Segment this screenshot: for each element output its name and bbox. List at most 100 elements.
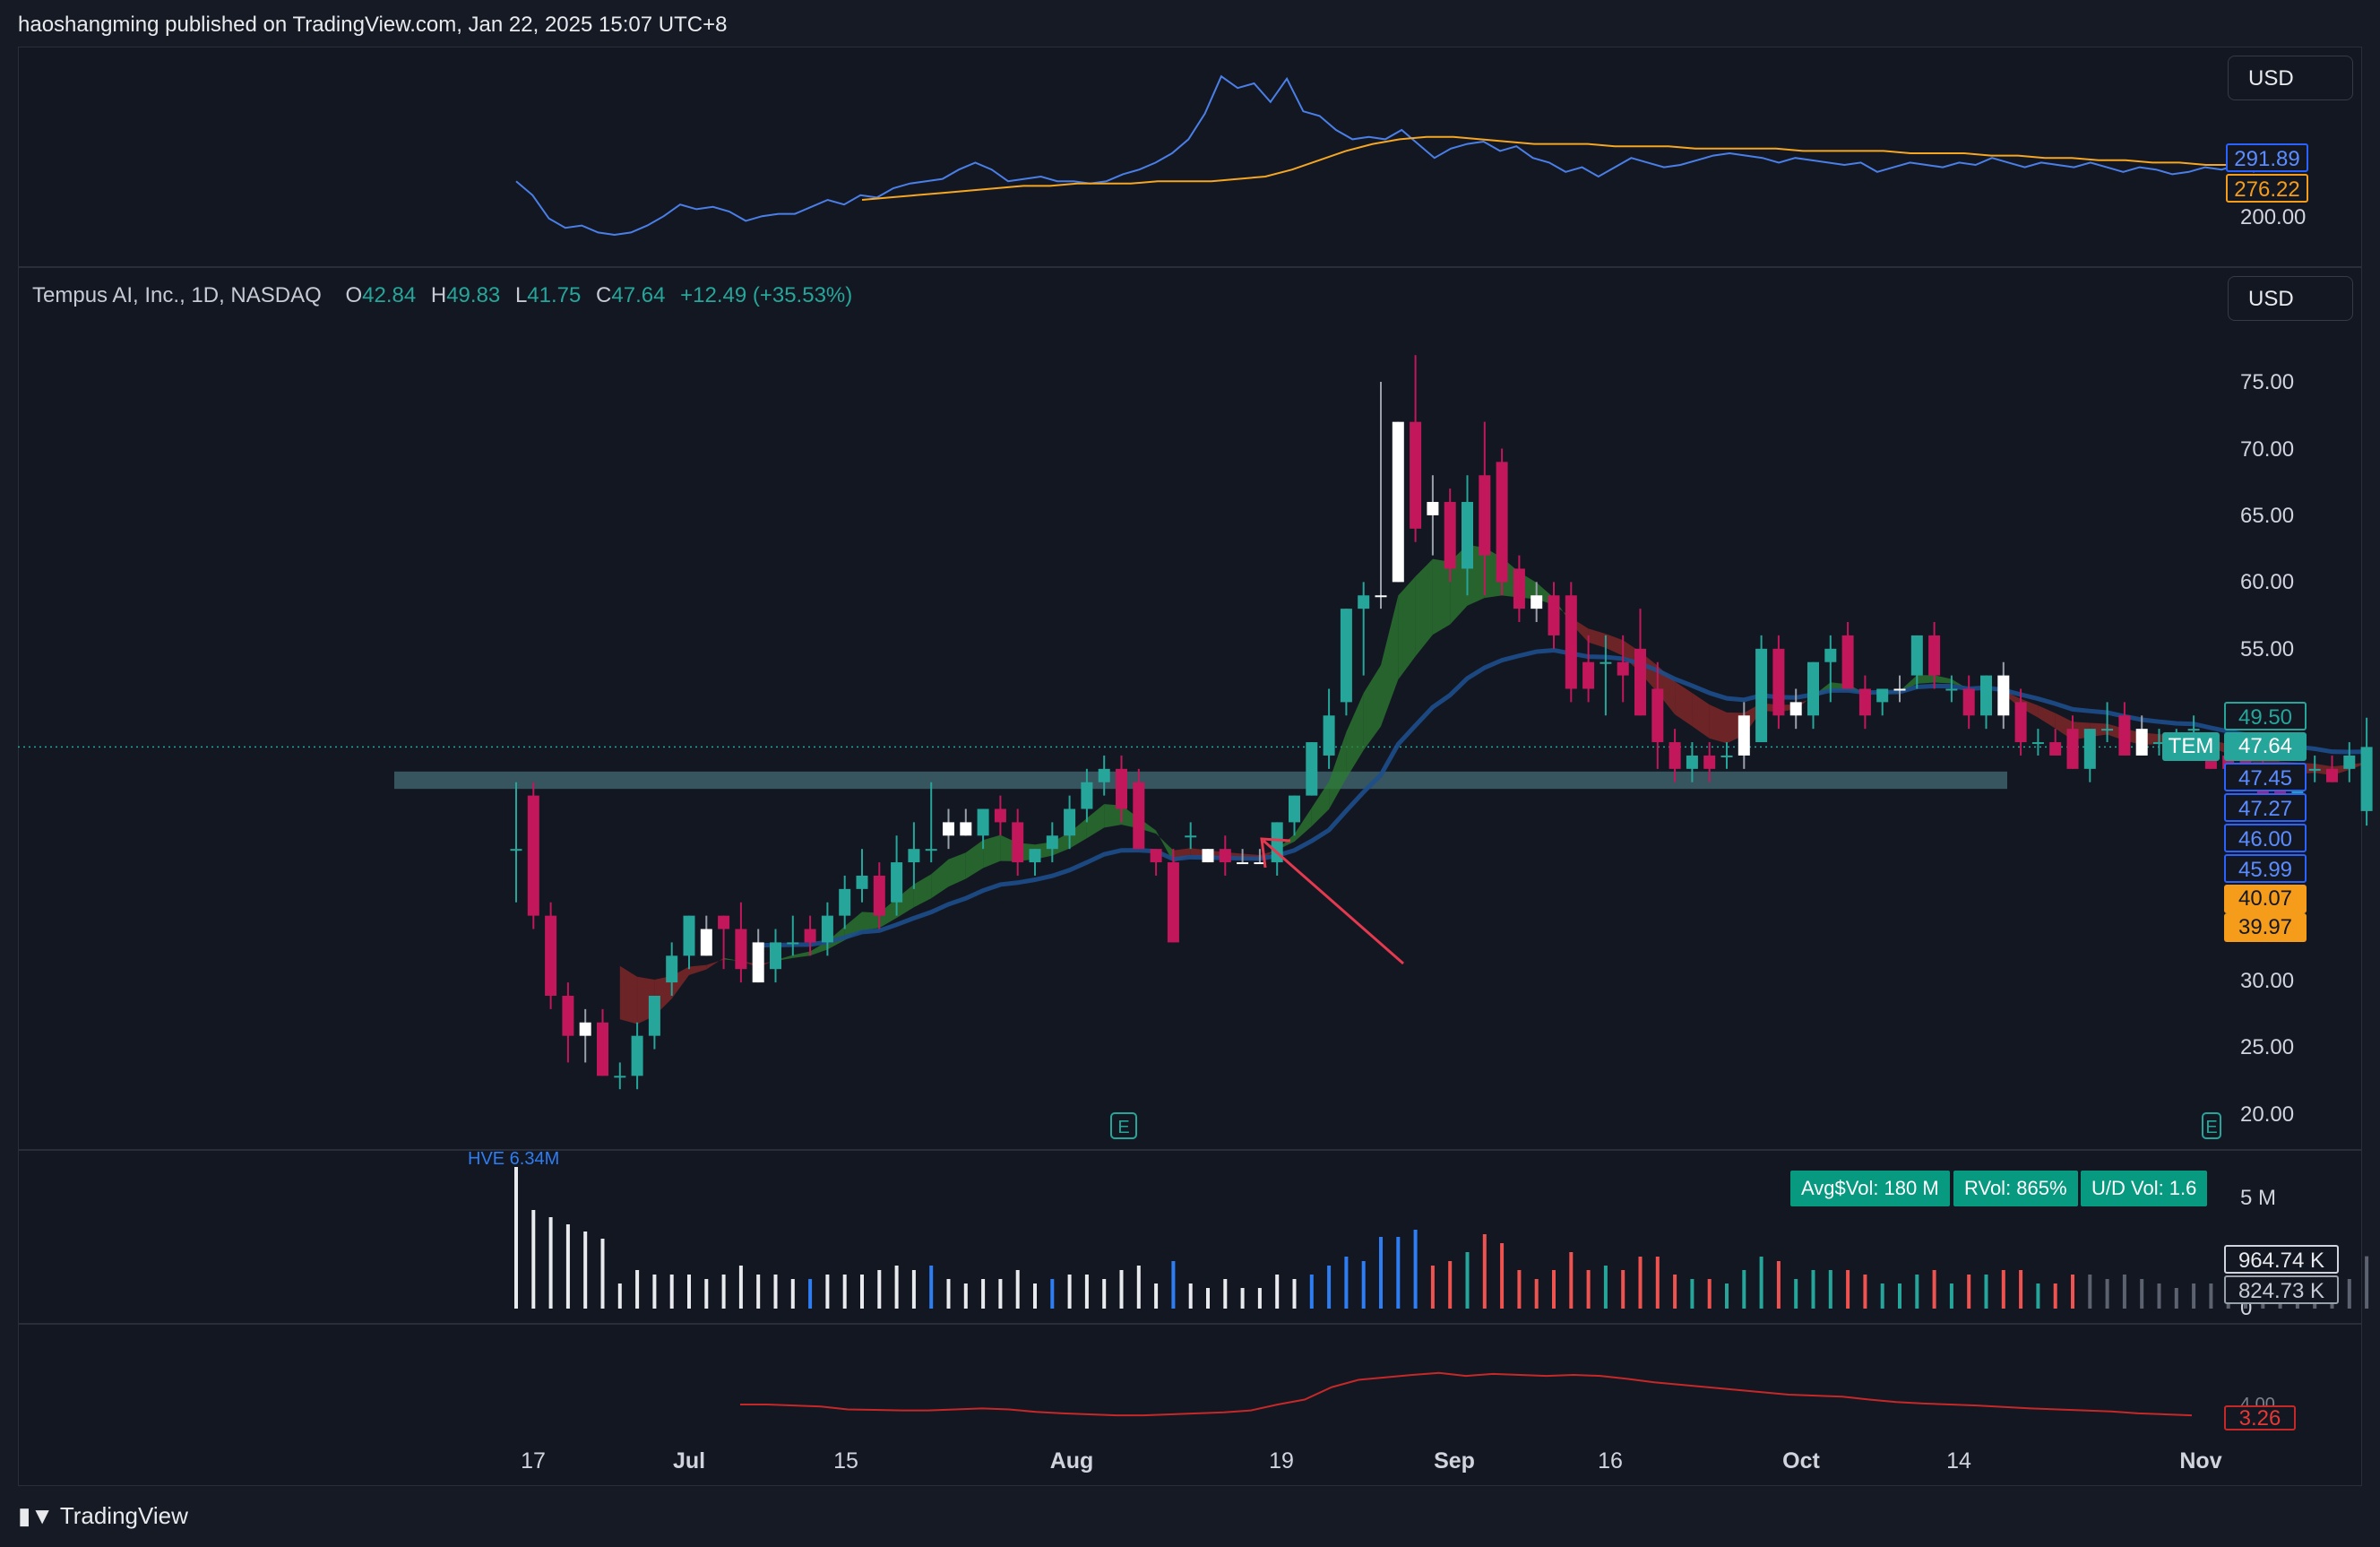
volume-bar xyxy=(2001,1270,2005,1309)
volume-bar xyxy=(1880,1283,1884,1309)
price-tick: 30.00 xyxy=(2240,969,2295,993)
ema-ribbon-segment xyxy=(1675,681,1693,727)
candle-body xyxy=(908,849,920,863)
low-value: 41.75 xyxy=(527,283,582,307)
ema-ribbon-segment xyxy=(1951,678,1970,690)
candle-body xyxy=(562,995,574,1036)
candle-body xyxy=(2360,747,2373,811)
candle-body xyxy=(735,929,747,970)
top-ma-tag: 276.22 xyxy=(2226,174,2308,203)
volume-bar xyxy=(808,1279,813,1309)
volume-bar xyxy=(1690,1279,1694,1309)
candle-body xyxy=(597,1022,608,1076)
x-tick: Aug xyxy=(1049,1448,1094,1474)
high-value: 49.83 xyxy=(446,283,501,307)
main-currency-button[interactable]: USD xyxy=(2228,276,2353,321)
x-tick: 15 xyxy=(833,1448,858,1474)
volume-bar xyxy=(1015,1270,1020,1309)
ema-ribbon-segment xyxy=(931,859,949,899)
volume-bar xyxy=(2209,1283,2213,1309)
close-value: 47.64 xyxy=(611,283,666,307)
candle-body xyxy=(1651,688,1664,743)
candle-body xyxy=(2049,742,2062,756)
volume-bar xyxy=(1915,1275,1919,1309)
price-tag: 47.27 xyxy=(2224,793,2307,822)
volume-bar xyxy=(1569,1252,1574,1309)
candle-body xyxy=(1012,822,1024,863)
candle-body xyxy=(2066,729,2079,769)
volume-bar xyxy=(842,1275,847,1309)
candle-body xyxy=(1116,768,1127,809)
ud-vol-badge: U/D Vol: 1.6 xyxy=(2081,1171,2208,1206)
volume-bar xyxy=(1759,1257,1763,1309)
candle-body xyxy=(1289,795,1300,823)
symbol-name: Tempus AI, Inc., 1D, NASDAQ xyxy=(32,283,322,307)
volume-bar xyxy=(652,1275,657,1309)
candle-body xyxy=(1306,742,1318,796)
top-price-tag: 291.89 xyxy=(2226,143,2308,172)
volume-bar xyxy=(877,1270,882,1309)
candle-body xyxy=(2118,715,2131,756)
volume-bar xyxy=(1846,1270,1850,1309)
x-tick: Nov xyxy=(2179,1448,2222,1474)
earnings-icon[interactable]: E xyxy=(2202,1112,2221,1139)
tradingview-logo[interactable]: ▮▼ TradingView xyxy=(18,1502,188,1530)
candle-body xyxy=(1841,635,1854,689)
ema-ribbon-segment xyxy=(983,834,1001,869)
support-zone xyxy=(394,771,2007,790)
candle-body xyxy=(1876,688,1889,703)
candle-body xyxy=(839,888,851,916)
volume-bar xyxy=(1482,1234,1487,1309)
tradingview-brand: TradingView xyxy=(59,1502,188,1529)
volume-bar xyxy=(946,1279,951,1309)
candle-body xyxy=(1358,595,1370,609)
volume-bar xyxy=(1863,1275,1867,1309)
earnings-icon[interactable]: E xyxy=(1110,1112,1137,1139)
ema-ribbon-segment xyxy=(1104,804,1122,828)
candle-body xyxy=(1600,661,1612,664)
volume-bar xyxy=(2036,1283,2040,1309)
top-axis-tick: 200.00 xyxy=(2240,205,2307,229)
volume-bar xyxy=(1552,1270,1556,1309)
candle-body xyxy=(2135,729,2148,756)
candle-body xyxy=(1720,755,1733,757)
candle-body xyxy=(1807,661,1819,716)
ema-slow-line xyxy=(758,647,2367,948)
top-currency-button[interactable]: USD xyxy=(2228,56,2353,100)
candle-body xyxy=(1150,849,1162,863)
volume-bar xyxy=(1638,1257,1643,1309)
volume-bar xyxy=(1707,1279,1712,1309)
volume-bar xyxy=(548,1217,553,1309)
candle-body xyxy=(2326,768,2338,782)
volume-bar xyxy=(2365,1256,2369,1309)
candle-body xyxy=(1980,675,1992,716)
candle-body xyxy=(1098,768,1110,782)
candle-body xyxy=(1945,688,1958,691)
ema-ribbon-segment xyxy=(1934,675,1952,684)
candle-body xyxy=(925,849,937,851)
ema-ribbon-segment xyxy=(879,898,897,929)
volume-axis-tick: 5 M xyxy=(2240,1186,2277,1210)
high-label: H xyxy=(430,283,447,307)
candle-body xyxy=(977,808,989,836)
price-tick: 55.00 xyxy=(2240,637,2295,661)
volume-bar xyxy=(1898,1283,1901,1309)
x-tick: 17 xyxy=(521,1448,546,1474)
ema-ribbon-segment xyxy=(965,840,984,879)
volume-bar xyxy=(2192,1283,2196,1309)
volume-bar xyxy=(825,1275,830,1309)
volume-bar xyxy=(1119,1270,1124,1309)
volume-bar xyxy=(1517,1270,1522,1309)
candle-body xyxy=(1185,835,1197,838)
volume-bar xyxy=(1033,1283,1037,1309)
ema-ribbon-segment xyxy=(948,852,966,887)
open-value: 42.84 xyxy=(362,283,417,307)
candle-body xyxy=(1548,595,1560,635)
ema-ribbon-segment xyxy=(1156,830,1174,863)
candle-body xyxy=(1237,862,1249,865)
candle-body xyxy=(1565,595,1577,689)
candle-body xyxy=(1064,808,1076,836)
ema-ribbon-segment xyxy=(1709,704,1727,744)
x-tick: 19 xyxy=(1269,1448,1294,1474)
volume-bar xyxy=(1309,1275,1314,1309)
